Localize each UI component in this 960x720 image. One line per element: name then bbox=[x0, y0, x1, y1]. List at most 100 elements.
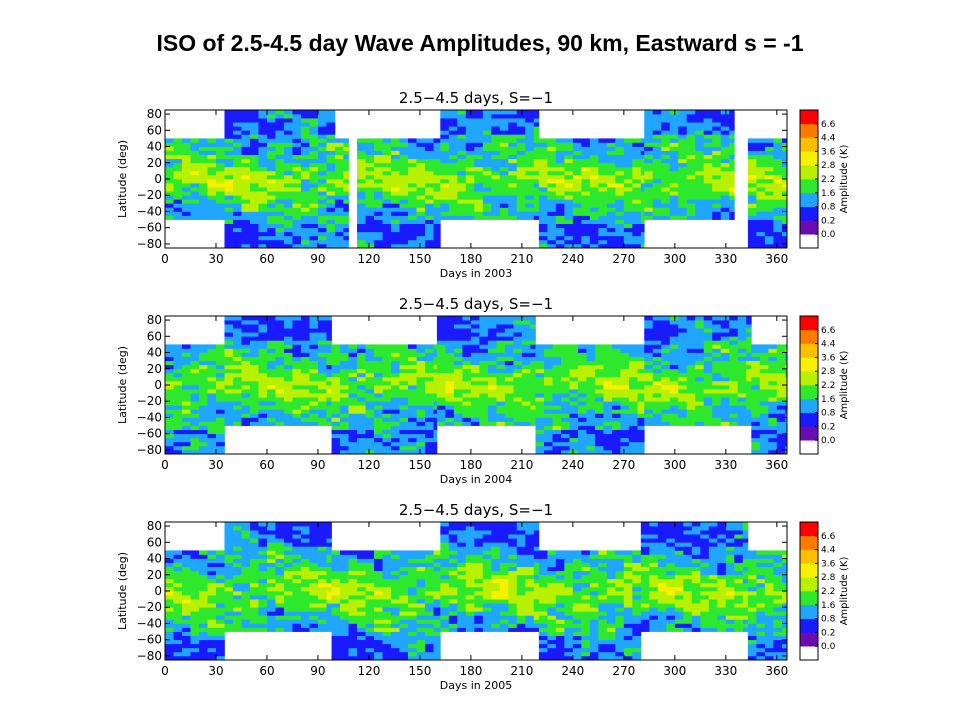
heatmap-cell bbox=[215, 372, 225, 378]
heatmap-cell bbox=[445, 332, 455, 337]
heatmap-cell bbox=[374, 368, 383, 374]
heatmap-cell bbox=[530, 385, 536, 390]
heatmap-cell bbox=[215, 352, 225, 357]
heatmap-cell bbox=[652, 417, 662, 422]
heatmap-cell bbox=[207, 356, 217, 361]
heatmap-cell bbox=[334, 138, 344, 143]
heatmap-cell bbox=[334, 174, 344, 180]
heatmap-cell bbox=[241, 554, 251, 559]
heatmap-cell bbox=[165, 603, 174, 608]
heatmap-cell bbox=[165, 364, 174, 370]
heatmap-cell bbox=[425, 170, 434, 176]
heatmap-cell bbox=[331, 643, 341, 649]
heatmap-cell bbox=[720, 126, 730, 131]
heatmap-cell bbox=[326, 344, 332, 349]
heatmap-cell bbox=[283, 207, 293, 212]
heatmap-cell bbox=[543, 433, 553, 439]
heatmap-cell bbox=[374, 429, 383, 435]
heatmap-cell bbox=[776, 372, 786, 378]
heatmap-cell bbox=[374, 187, 383, 192]
heatmap-cell bbox=[569, 344, 579, 349]
heatmap-cell bbox=[661, 146, 671, 151]
heatmap-cell bbox=[241, 187, 251, 192]
heatmap-cell bbox=[292, 332, 302, 337]
heatmap-cell bbox=[198, 558, 208, 563]
heatmap-cell bbox=[365, 578, 375, 584]
heatmap-cell bbox=[165, 437, 174, 443]
heatmap-cell bbox=[686, 142, 696, 147]
heatmap-cell bbox=[508, 187, 518, 192]
heatmap-cell bbox=[309, 336, 319, 341]
heatmap-cell bbox=[487, 376, 497, 382]
heatmap-cell bbox=[628, 421, 638, 426]
heatmap-cell bbox=[326, 389, 332, 394]
heatmap-cell bbox=[436, 421, 446, 426]
heatmap-cell bbox=[374, 223, 383, 229]
heatmap-cell bbox=[572, 138, 582, 143]
heatmap-cell bbox=[365, 441, 375, 447]
heatmap-cell bbox=[508, 130, 518, 135]
heatmap-cell bbox=[399, 142, 409, 147]
heatmap-cell bbox=[357, 627, 366, 632]
heatmap-cell bbox=[258, 611, 268, 616]
heatmap-cell bbox=[594, 380, 604, 386]
heatmap-cell bbox=[516, 110, 526, 115]
heatmap-cell bbox=[399, 368, 409, 374]
heatmap-cell bbox=[292, 183, 302, 188]
heatmap-cell bbox=[644, 207, 654, 212]
heatmap-cell bbox=[309, 187, 319, 192]
heatmap-cell bbox=[611, 385, 621, 390]
heatmap-cell bbox=[224, 401, 234, 406]
heatmap-cell bbox=[300, 546, 310, 551]
heatmap-cell bbox=[572, 231, 582, 237]
heatmap-cell bbox=[496, 348, 506, 353]
heatmap-cell bbox=[382, 413, 392, 418]
heatmap-cell bbox=[533, 122, 540, 127]
heatmap-cell bbox=[326, 550, 332, 555]
heatmap-cell bbox=[644, 158, 654, 164]
heatmap-cell bbox=[448, 138, 458, 143]
heatmap-cell bbox=[445, 389, 455, 394]
heatmap-cell bbox=[611, 356, 621, 361]
heatmap-cell bbox=[521, 413, 531, 418]
heatmap-cell bbox=[615, 195, 625, 200]
heatmap-cell bbox=[207, 413, 217, 418]
heatmap-cell bbox=[317, 332, 327, 337]
heatmap-cell bbox=[275, 207, 285, 212]
heatmap-cell bbox=[603, 348, 613, 353]
heatmap-cell bbox=[249, 591, 259, 596]
heatmap-cell bbox=[249, 364, 259, 370]
heatmap-cell bbox=[249, 146, 259, 151]
heatmap-cell bbox=[300, 243, 310, 249]
heatmap-cell bbox=[611, 380, 621, 386]
heatmap-cell bbox=[487, 344, 497, 349]
heatmap-cell bbox=[552, 401, 562, 406]
heatmap-cell bbox=[309, 376, 319, 382]
heatmap-cell bbox=[508, 158, 518, 164]
heatmap-cell bbox=[241, 409, 251, 414]
heatmap-cell bbox=[686, 174, 696, 180]
heatmap-cell bbox=[547, 162, 557, 168]
heatmap-cell bbox=[300, 570, 310, 576]
heatmap-cell bbox=[661, 154, 671, 160]
colorbar-swatch bbox=[800, 357, 818, 372]
heatmap-cell bbox=[720, 207, 730, 212]
heatmap-cell bbox=[292, 316, 302, 321]
heatmap-cell bbox=[678, 372, 688, 378]
heatmap-cell bbox=[348, 380, 358, 386]
heatmap-cell bbox=[249, 619, 259, 624]
heatmap-cell bbox=[348, 586, 358, 592]
heatmap-cell bbox=[737, 356, 747, 361]
heatmap-cell bbox=[776, 368, 786, 374]
heatmap-cell bbox=[382, 142, 392, 147]
heatmap-cell bbox=[258, 619, 268, 624]
heatmap-cell bbox=[416, 429, 426, 435]
heatmap-cell bbox=[729, 179, 735, 184]
heatmap-cell bbox=[499, 203, 509, 208]
heatmap-cell bbox=[181, 174, 191, 180]
heatmap-cell bbox=[448, 183, 458, 188]
heatmap-cell bbox=[173, 574, 183, 580]
heatmap-cell bbox=[340, 372, 349, 378]
heatmap-cell bbox=[399, 146, 409, 151]
heatmap-cell bbox=[300, 405, 310, 410]
